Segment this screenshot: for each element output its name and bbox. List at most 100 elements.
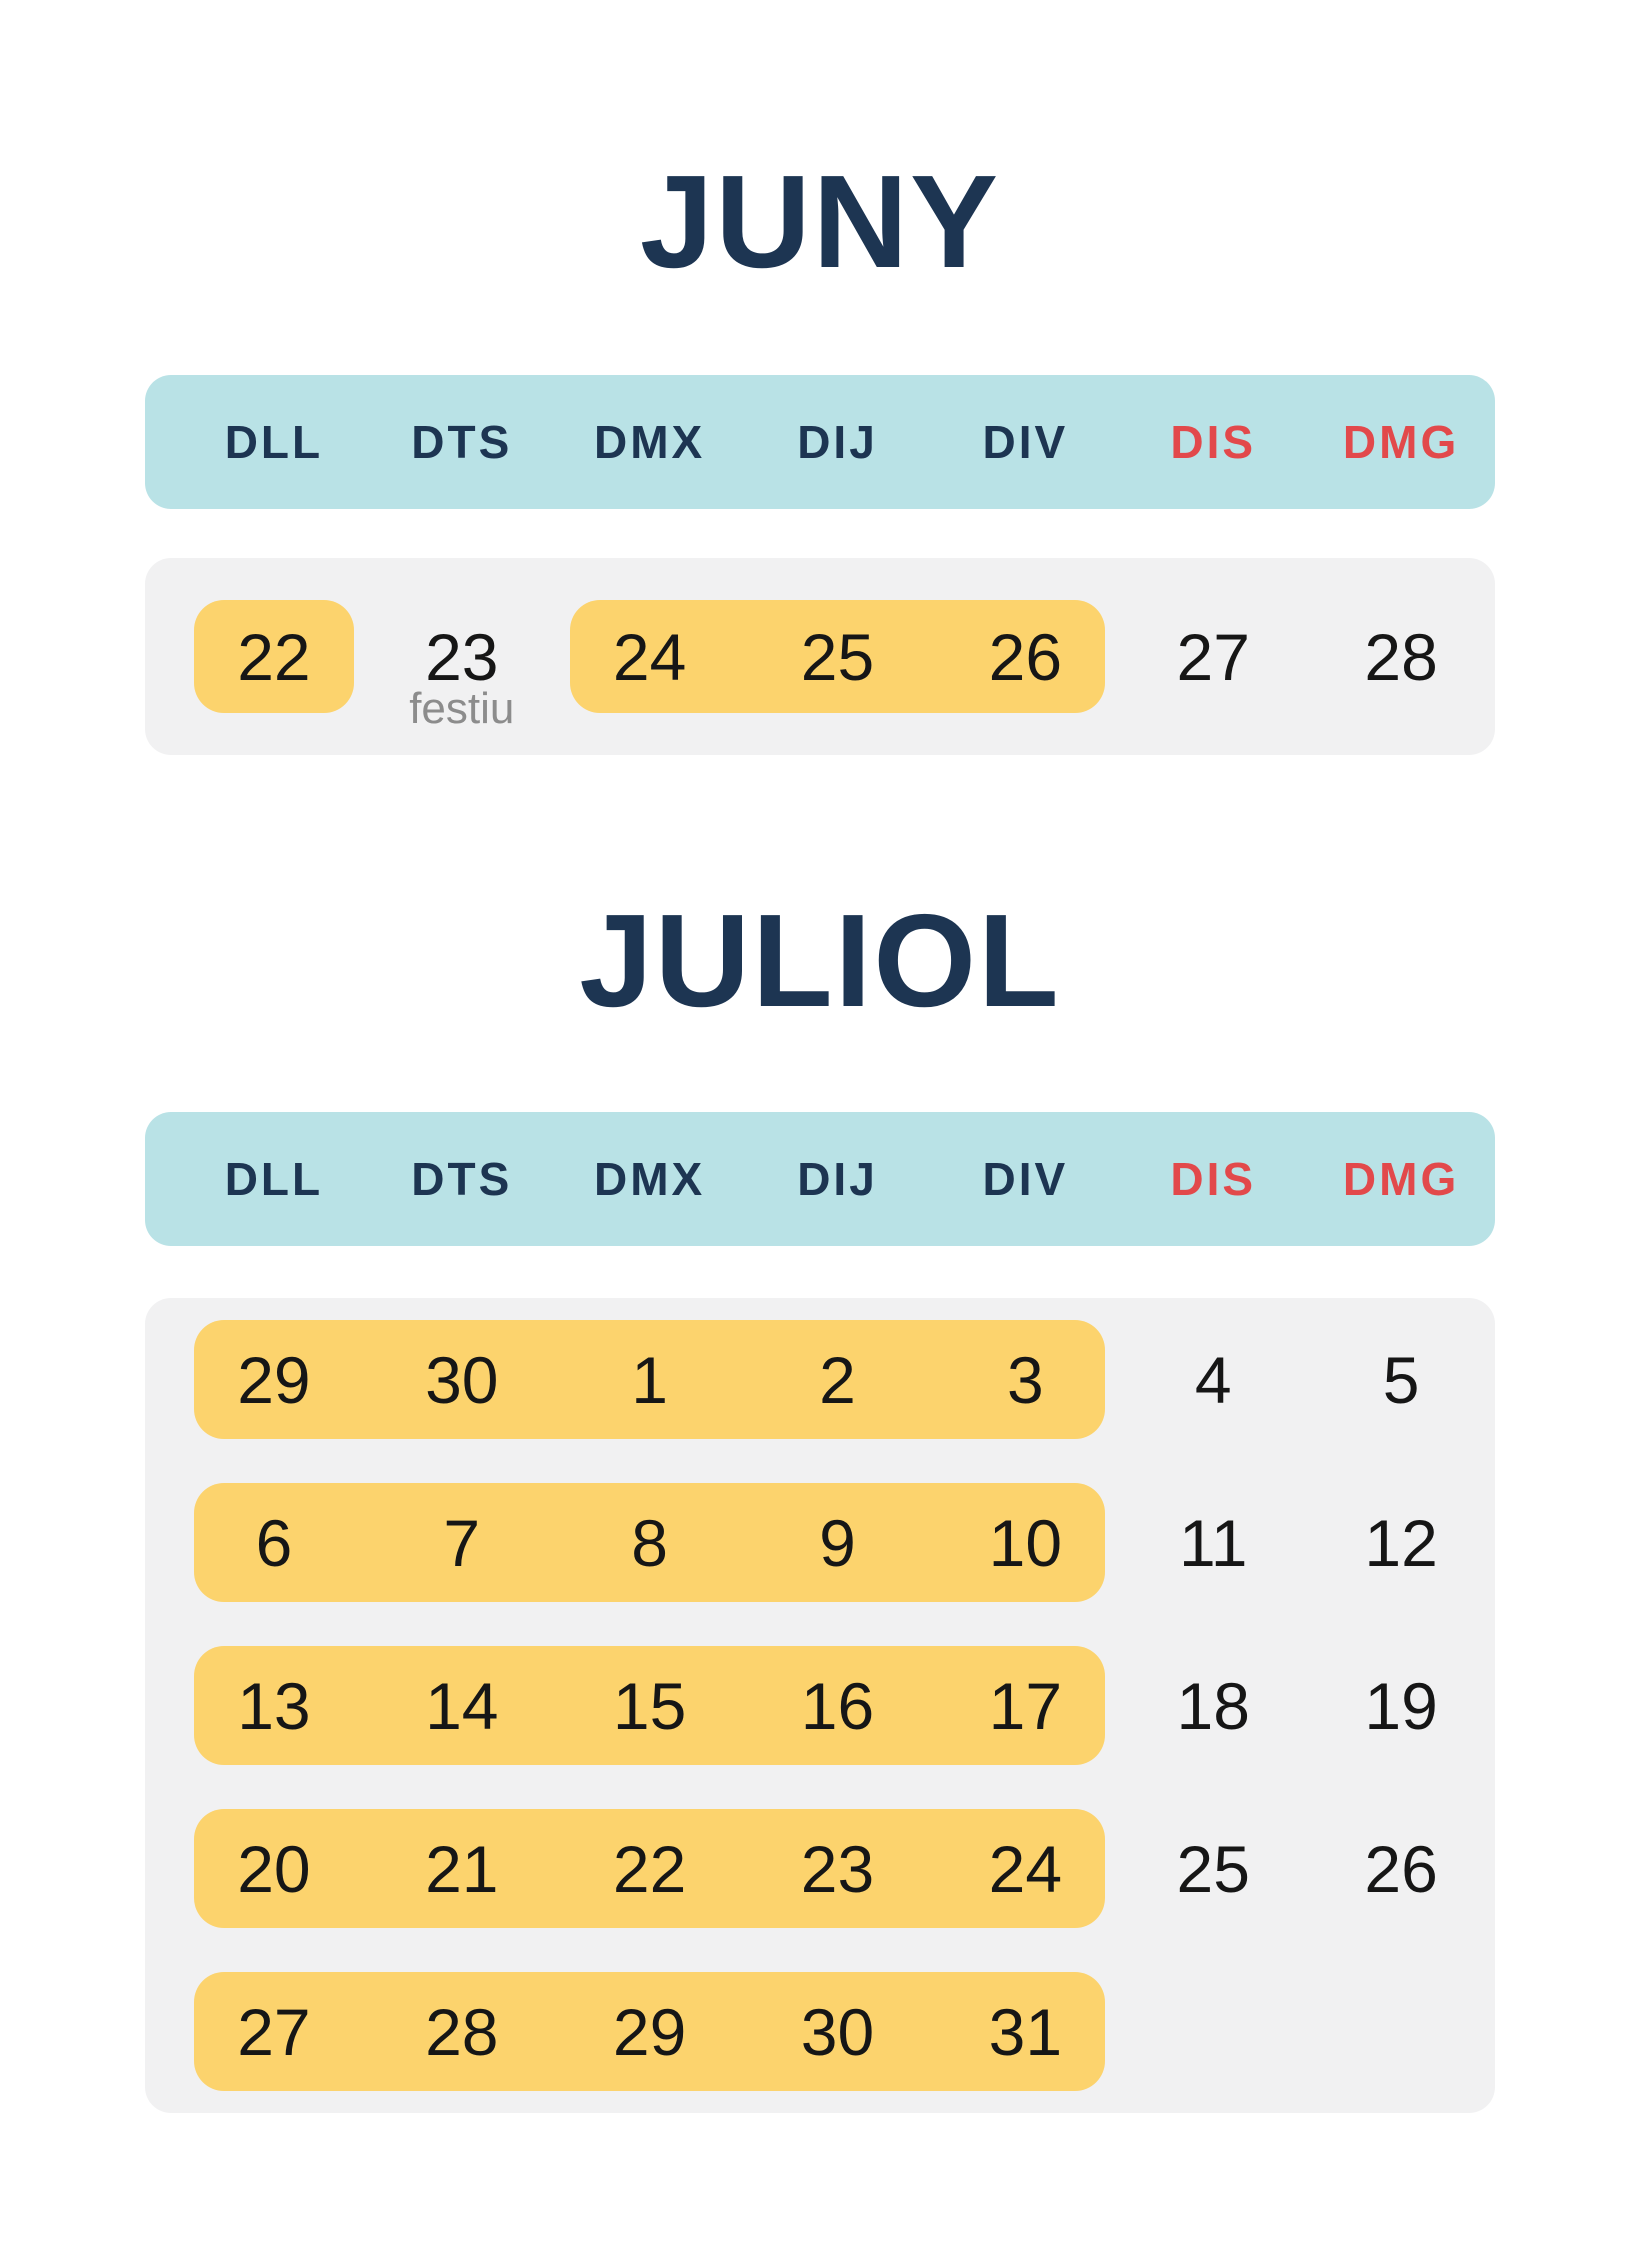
weekday-label-dmg: DMG xyxy=(1342,1153,1460,1205)
day-number: 1 xyxy=(631,1342,668,1417)
day-number: 23 xyxy=(425,619,499,694)
day-number: 15 xyxy=(612,1668,687,1743)
day-number: 24 xyxy=(612,619,687,694)
weekday-header-row: DLL DTS DMX DIJ DIV DIS DMG xyxy=(145,1112,1495,1246)
weekday-label-dij: DIJ xyxy=(797,416,878,468)
day-cell: 3 xyxy=(931,1298,1119,1461)
weekday-label-dll: DLL xyxy=(224,416,324,468)
day-cell: 27 xyxy=(1119,558,1307,755)
day-number: 21 xyxy=(425,1831,499,1906)
day-cell: 23 festiu xyxy=(368,558,556,755)
day-cell: 25 xyxy=(744,558,932,755)
weekday-label-dis: DIS xyxy=(1170,1153,1257,1205)
day-number: 22 xyxy=(612,1831,687,1906)
weekday-label-dts: DTS xyxy=(411,1153,513,1205)
day-number: 12 xyxy=(1364,1505,1438,1580)
day-cell: 28 xyxy=(368,1950,556,2113)
day-number: 28 xyxy=(1364,619,1438,694)
day-number: 10 xyxy=(988,1505,1063,1580)
week-row: 20 21 22 23 24 25 26 xyxy=(180,1787,1495,1950)
day-cell: 29 xyxy=(556,1950,744,2113)
highlight-pill xyxy=(194,1646,1106,1765)
day-cell: 30 xyxy=(368,1298,556,1461)
day-cell: 22 xyxy=(180,558,368,755)
day-cell: 10 xyxy=(931,1461,1119,1624)
day-number: 13 xyxy=(237,1668,311,1743)
weekday-label-dll: DLL xyxy=(224,1153,324,1205)
day-cell: 2 xyxy=(744,1298,932,1461)
day-cell: 15 xyxy=(556,1624,744,1787)
day-number: 26 xyxy=(1364,1831,1438,1906)
weekday-label-dmx: DMX xyxy=(594,416,706,468)
day-cell: 17 xyxy=(931,1624,1119,1787)
highlight-pill xyxy=(194,600,354,713)
day-number: 30 xyxy=(425,1342,499,1417)
day-cell: 13 xyxy=(180,1624,368,1787)
day-cell: 12 xyxy=(1307,1461,1495,1624)
day-cell: 9 xyxy=(744,1461,932,1624)
day-number: 2 xyxy=(819,1342,856,1417)
week-row: 27 28 29 30 31 xyxy=(180,1950,1495,2113)
weekday-label-dmx: DMX xyxy=(594,1153,706,1205)
day-cell: 8 xyxy=(556,1461,744,1624)
day-number: 6 xyxy=(255,1505,293,1580)
day-cell: 1 xyxy=(556,1298,744,1461)
month-grid-juliol: 29 30 1 2 3 4 5 6 7 8 9 10 11 12 13 14 15 16 17 18 19 20 21 22 2… xyxy=(145,1298,1495,2113)
day-number: 29 xyxy=(237,1342,311,1417)
day-cell: 7 xyxy=(368,1461,556,1624)
day-cell: 30 xyxy=(744,1950,932,2113)
day-number: 26 xyxy=(988,619,1063,694)
day-number: 9 xyxy=(819,1505,856,1580)
day-cell: 19 xyxy=(1307,1624,1495,1787)
day-cell: 24 xyxy=(931,1787,1119,1950)
day-number: 18 xyxy=(1176,1668,1250,1743)
day-cell: 29 xyxy=(180,1298,368,1461)
day-note: festiu xyxy=(409,683,515,733)
day-number: 23 xyxy=(800,1831,875,1906)
day-number: 3 xyxy=(1006,1342,1044,1417)
day-cell: 5 xyxy=(1307,1298,1495,1461)
day-number: 30 xyxy=(800,1994,875,2069)
day-number: 19 xyxy=(1364,1668,1438,1743)
day-number: 25 xyxy=(800,619,875,694)
day-number: 17 xyxy=(988,1668,1063,1743)
day-cell: 31 xyxy=(931,1950,1119,2113)
highlight-pill xyxy=(194,1320,1106,1439)
highlight-pill xyxy=(194,1483,1106,1602)
day-cell: 25 xyxy=(1119,1787,1307,1950)
day-number: 4 xyxy=(1194,1342,1232,1417)
day-number: 5 xyxy=(1382,1342,1420,1417)
day-number: 27 xyxy=(237,1994,311,2069)
day-cell: 14 xyxy=(368,1624,556,1787)
day-cell: 20 xyxy=(180,1787,368,1950)
week-row: 13 14 15 16 17 18 19 xyxy=(180,1624,1495,1787)
weekday-label-div: DIV xyxy=(982,416,1069,468)
day-number: 31 xyxy=(988,1994,1063,2069)
day-cell: 6 xyxy=(180,1461,368,1624)
day-cell: 28 xyxy=(1307,558,1495,755)
day-number: 16 xyxy=(800,1668,875,1743)
week-row: 29 30 1 2 3 4 5 xyxy=(180,1298,1495,1461)
day-number: 8 xyxy=(631,1505,668,1580)
day-cell: 4 xyxy=(1119,1298,1307,1461)
weekday-label-dmg: DMG xyxy=(1342,416,1460,468)
day-cell: 24 xyxy=(556,558,744,755)
day-cell: 26 xyxy=(931,558,1119,755)
weekday-label-dts: DTS xyxy=(411,416,513,468)
weekday-label-div: DIV xyxy=(982,1153,1069,1205)
day-number: 25 xyxy=(1176,1831,1250,1906)
day-cell: 16 xyxy=(744,1624,932,1787)
day-cell: 26 xyxy=(1307,1787,1495,1950)
weekday-label-dij: DIJ xyxy=(797,1153,878,1205)
day-cell: 23 xyxy=(744,1787,932,1950)
day-cell: 18 xyxy=(1119,1624,1307,1787)
highlight-pill xyxy=(569,600,1106,713)
day-cell: 11 xyxy=(1119,1461,1307,1624)
day-number: 14 xyxy=(425,1668,499,1743)
highlight-pill xyxy=(194,1809,1106,1928)
day-cell: 27 xyxy=(180,1950,368,2113)
day-number: 29 xyxy=(612,1994,687,2069)
month-title-juny: JUNY xyxy=(639,148,1001,295)
day-cell: 22 xyxy=(556,1787,744,1950)
